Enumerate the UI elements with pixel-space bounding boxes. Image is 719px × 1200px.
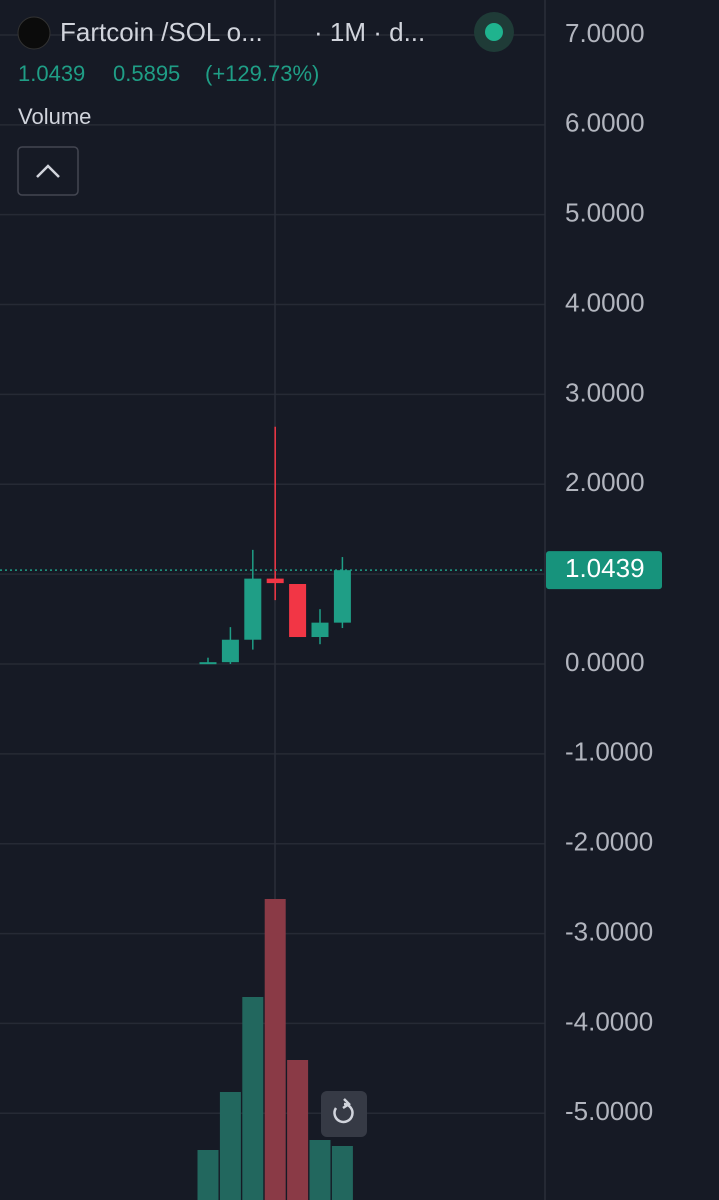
candle-body (311, 622, 329, 638)
candle-body (199, 662, 217, 665)
candle-body (266, 578, 284, 584)
volume-bar (219, 1092, 241, 1200)
volume-bar (242, 997, 264, 1200)
interval[interactable]: · 1M · d... (314, 17, 425, 47)
y-tick-label: 7.0000 (565, 18, 645, 48)
candle-body (333, 570, 351, 623)
volume-bar (264, 899, 286, 1200)
y-tick-label: 3.0000 (565, 377, 645, 407)
change: 0.5895 (113, 61, 180, 86)
change-percent: (+129.73%) (205, 61, 319, 86)
y-tick-label: -2.0000 (565, 827, 653, 857)
reset-arrow (342, 1098, 351, 1110)
last-price: 1.0439 (18, 61, 85, 86)
y-tick-label: -4.0000 (565, 1006, 653, 1036)
y-tick-label: 2.0000 (565, 467, 645, 497)
candles (0, 426, 545, 665)
candle-body (221, 639, 239, 663)
symbol[interactable]: Fartcoin /SOL o... (60, 17, 263, 47)
candle-body (244, 578, 262, 640)
y-axis: 7.00006.00005.00004.00003.00002.00001.00… (546, 18, 662, 1126)
reset-icon (333, 1102, 354, 1124)
y-tick-label: 5.0000 (565, 198, 645, 228)
last-price-label: 1.0439 (565, 553, 645, 583)
symbol-logo (17, 16, 51, 50)
volume-bar (309, 1140, 331, 1200)
volume-pane (197, 899, 353, 1200)
collapse-button[interactable] (17, 146, 79, 196)
y-tick-label: -1.0000 (565, 737, 653, 767)
candle-body (289, 584, 307, 638)
reset-button[interactable] (321, 1091, 367, 1137)
volume-bar (331, 1146, 353, 1200)
y-tick-label: 4.0000 (565, 287, 645, 317)
volume-title: Volume (18, 104, 91, 129)
last-price-tag (546, 551, 662, 590)
y-tick-label: -3.0000 (565, 916, 653, 946)
chevron-icon (36, 164, 60, 178)
y-tick-label: 6.0000 (565, 108, 645, 138)
volume-bar (287, 1060, 309, 1200)
y-tick-label: -5.0000 (565, 1096, 653, 1126)
volume-bar (197, 1150, 219, 1200)
y-tick-label: 0.0000 (565, 647, 645, 677)
status-dot[interactable] (485, 23, 503, 41)
